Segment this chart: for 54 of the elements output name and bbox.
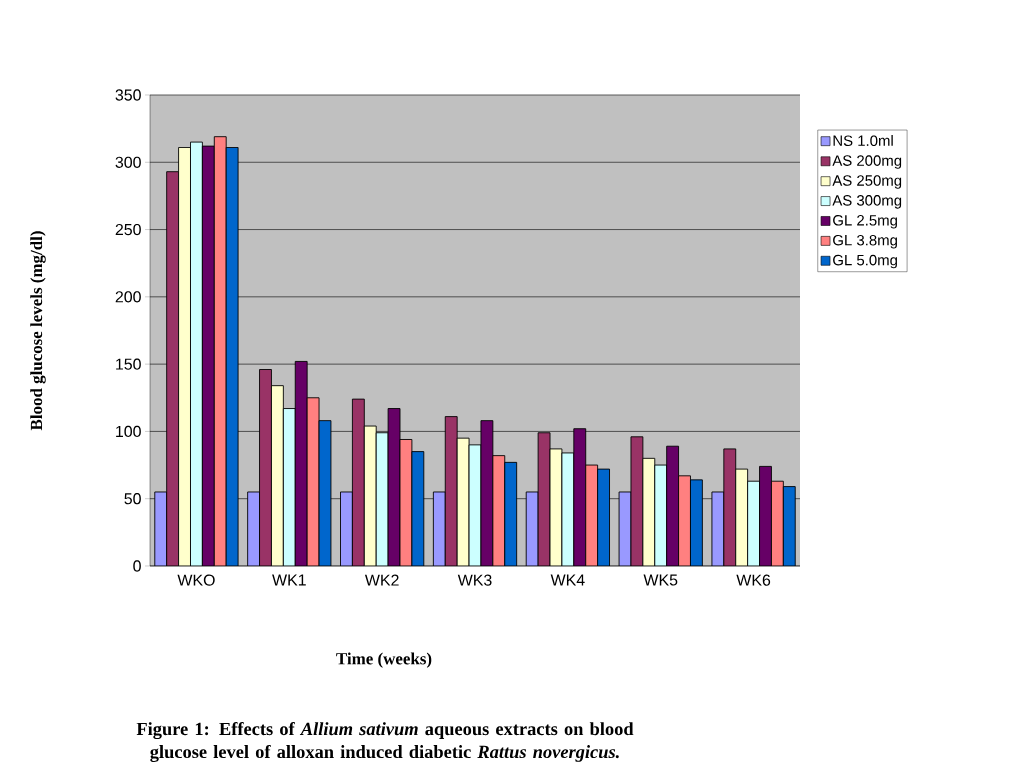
bar xyxy=(154,491,168,566)
legend-label: GL 5.0mg xyxy=(833,254,897,269)
bar xyxy=(259,369,272,566)
y-tick-label: 100 xyxy=(116,425,141,438)
y-tick-label: 300 xyxy=(115,156,141,168)
bar xyxy=(735,468,749,566)
x-tick-label: WK2 xyxy=(364,574,399,586)
bar xyxy=(247,491,260,566)
bar xyxy=(723,448,737,566)
bar xyxy=(178,147,191,566)
bar xyxy=(271,385,284,566)
x-tick-label: WK5 xyxy=(643,574,678,586)
y-tick-label: 50 xyxy=(124,493,141,505)
bar xyxy=(363,425,377,566)
bar xyxy=(166,171,180,566)
y-tick-label: 150 xyxy=(116,358,141,370)
bar xyxy=(654,464,668,566)
x-tick-label: WK6 xyxy=(736,574,771,586)
bar xyxy=(283,408,296,566)
bar xyxy=(759,465,772,566)
x-tick-label: WK4 xyxy=(550,574,585,586)
bar xyxy=(678,475,691,566)
x-tick-label: WKO xyxy=(177,574,215,586)
legend-label: AS 250mg xyxy=(832,175,902,189)
x-axis-title: Time (weeks) xyxy=(336,652,432,668)
x-tick-label: WK3 xyxy=(457,574,492,586)
bar xyxy=(585,464,599,566)
y-tick-label: 250 xyxy=(115,223,141,236)
y-tick-label: 200 xyxy=(115,291,141,303)
legend-label: GL 3.8mg xyxy=(833,234,897,249)
bar xyxy=(666,445,680,566)
bar xyxy=(747,480,760,566)
legend-label: NS 1.0ml xyxy=(833,135,893,146)
bar xyxy=(213,136,227,566)
x-tick-label: WK1 xyxy=(272,574,306,586)
bar xyxy=(444,416,458,566)
legend-label: AS 200mg xyxy=(832,155,902,169)
bar xyxy=(770,480,784,566)
bar xyxy=(573,428,587,566)
y-tick-label: 0 xyxy=(133,560,141,572)
y-axis-title: Blood glucose levels (mg/dl) xyxy=(30,231,46,431)
legend-label: AS 300mg xyxy=(832,195,902,209)
bar xyxy=(351,398,365,566)
bar xyxy=(340,491,353,566)
bar xyxy=(201,145,215,566)
legend-label: GL 2.5mg xyxy=(833,215,897,229)
bar xyxy=(190,141,203,566)
bar xyxy=(432,491,446,566)
bar xyxy=(504,461,518,566)
text: Figure 1: Effects of Allium sativum aqueous extracts on blood glucose level of alloxan induced diabetic Rattus novergicus. xyxy=(136,722,634,762)
bar xyxy=(690,479,703,566)
y-tick-label: 350 xyxy=(115,89,141,101)
bar xyxy=(597,468,610,566)
bar xyxy=(782,486,796,566)
